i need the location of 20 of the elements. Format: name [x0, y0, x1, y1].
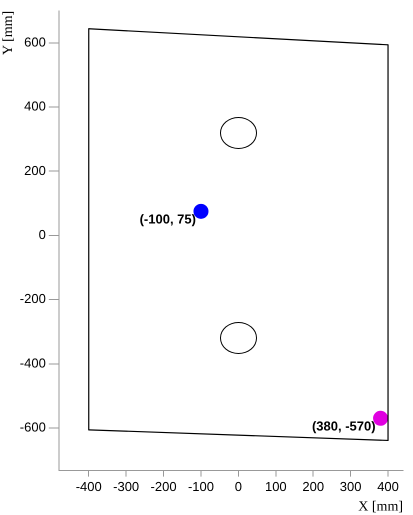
y-tick-label: 400 — [24, 98, 46, 114]
x-axis-title: X [mm] — [358, 499, 403, 514]
x-tick-label: 0 — [234, 478, 242, 494]
y-tick-label: -600 — [20, 420, 46, 435]
x-tick-label: -300 — [113, 478, 140, 494]
x-tick-label: -200 — [150, 478, 177, 494]
x-tick-label: -100 — [188, 478, 214, 494]
x-tick-label: 100 — [264, 478, 287, 494]
x-tick-label: 400 — [377, 478, 399, 494]
x-tick-label: 300 — [340, 478, 362, 494]
annotation: (380, -570) — [312, 418, 376, 434]
y-tick-label: 200 — [24, 162, 46, 178]
y-tick-label: 0 — [38, 226, 46, 242]
y-tick-label: -400 — [20, 355, 46, 370]
y-tick-label: 600 — [24, 34, 46, 50]
x-tick-label: 200 — [302, 478, 324, 494]
y-axis-title: Y [mm] — [1, 10, 16, 56]
x-tick-label: -400 — [76, 478, 102, 494]
y-tick-label: -200 — [20, 291, 46, 306]
annotation: (-100, 75) — [140, 211, 196, 226]
